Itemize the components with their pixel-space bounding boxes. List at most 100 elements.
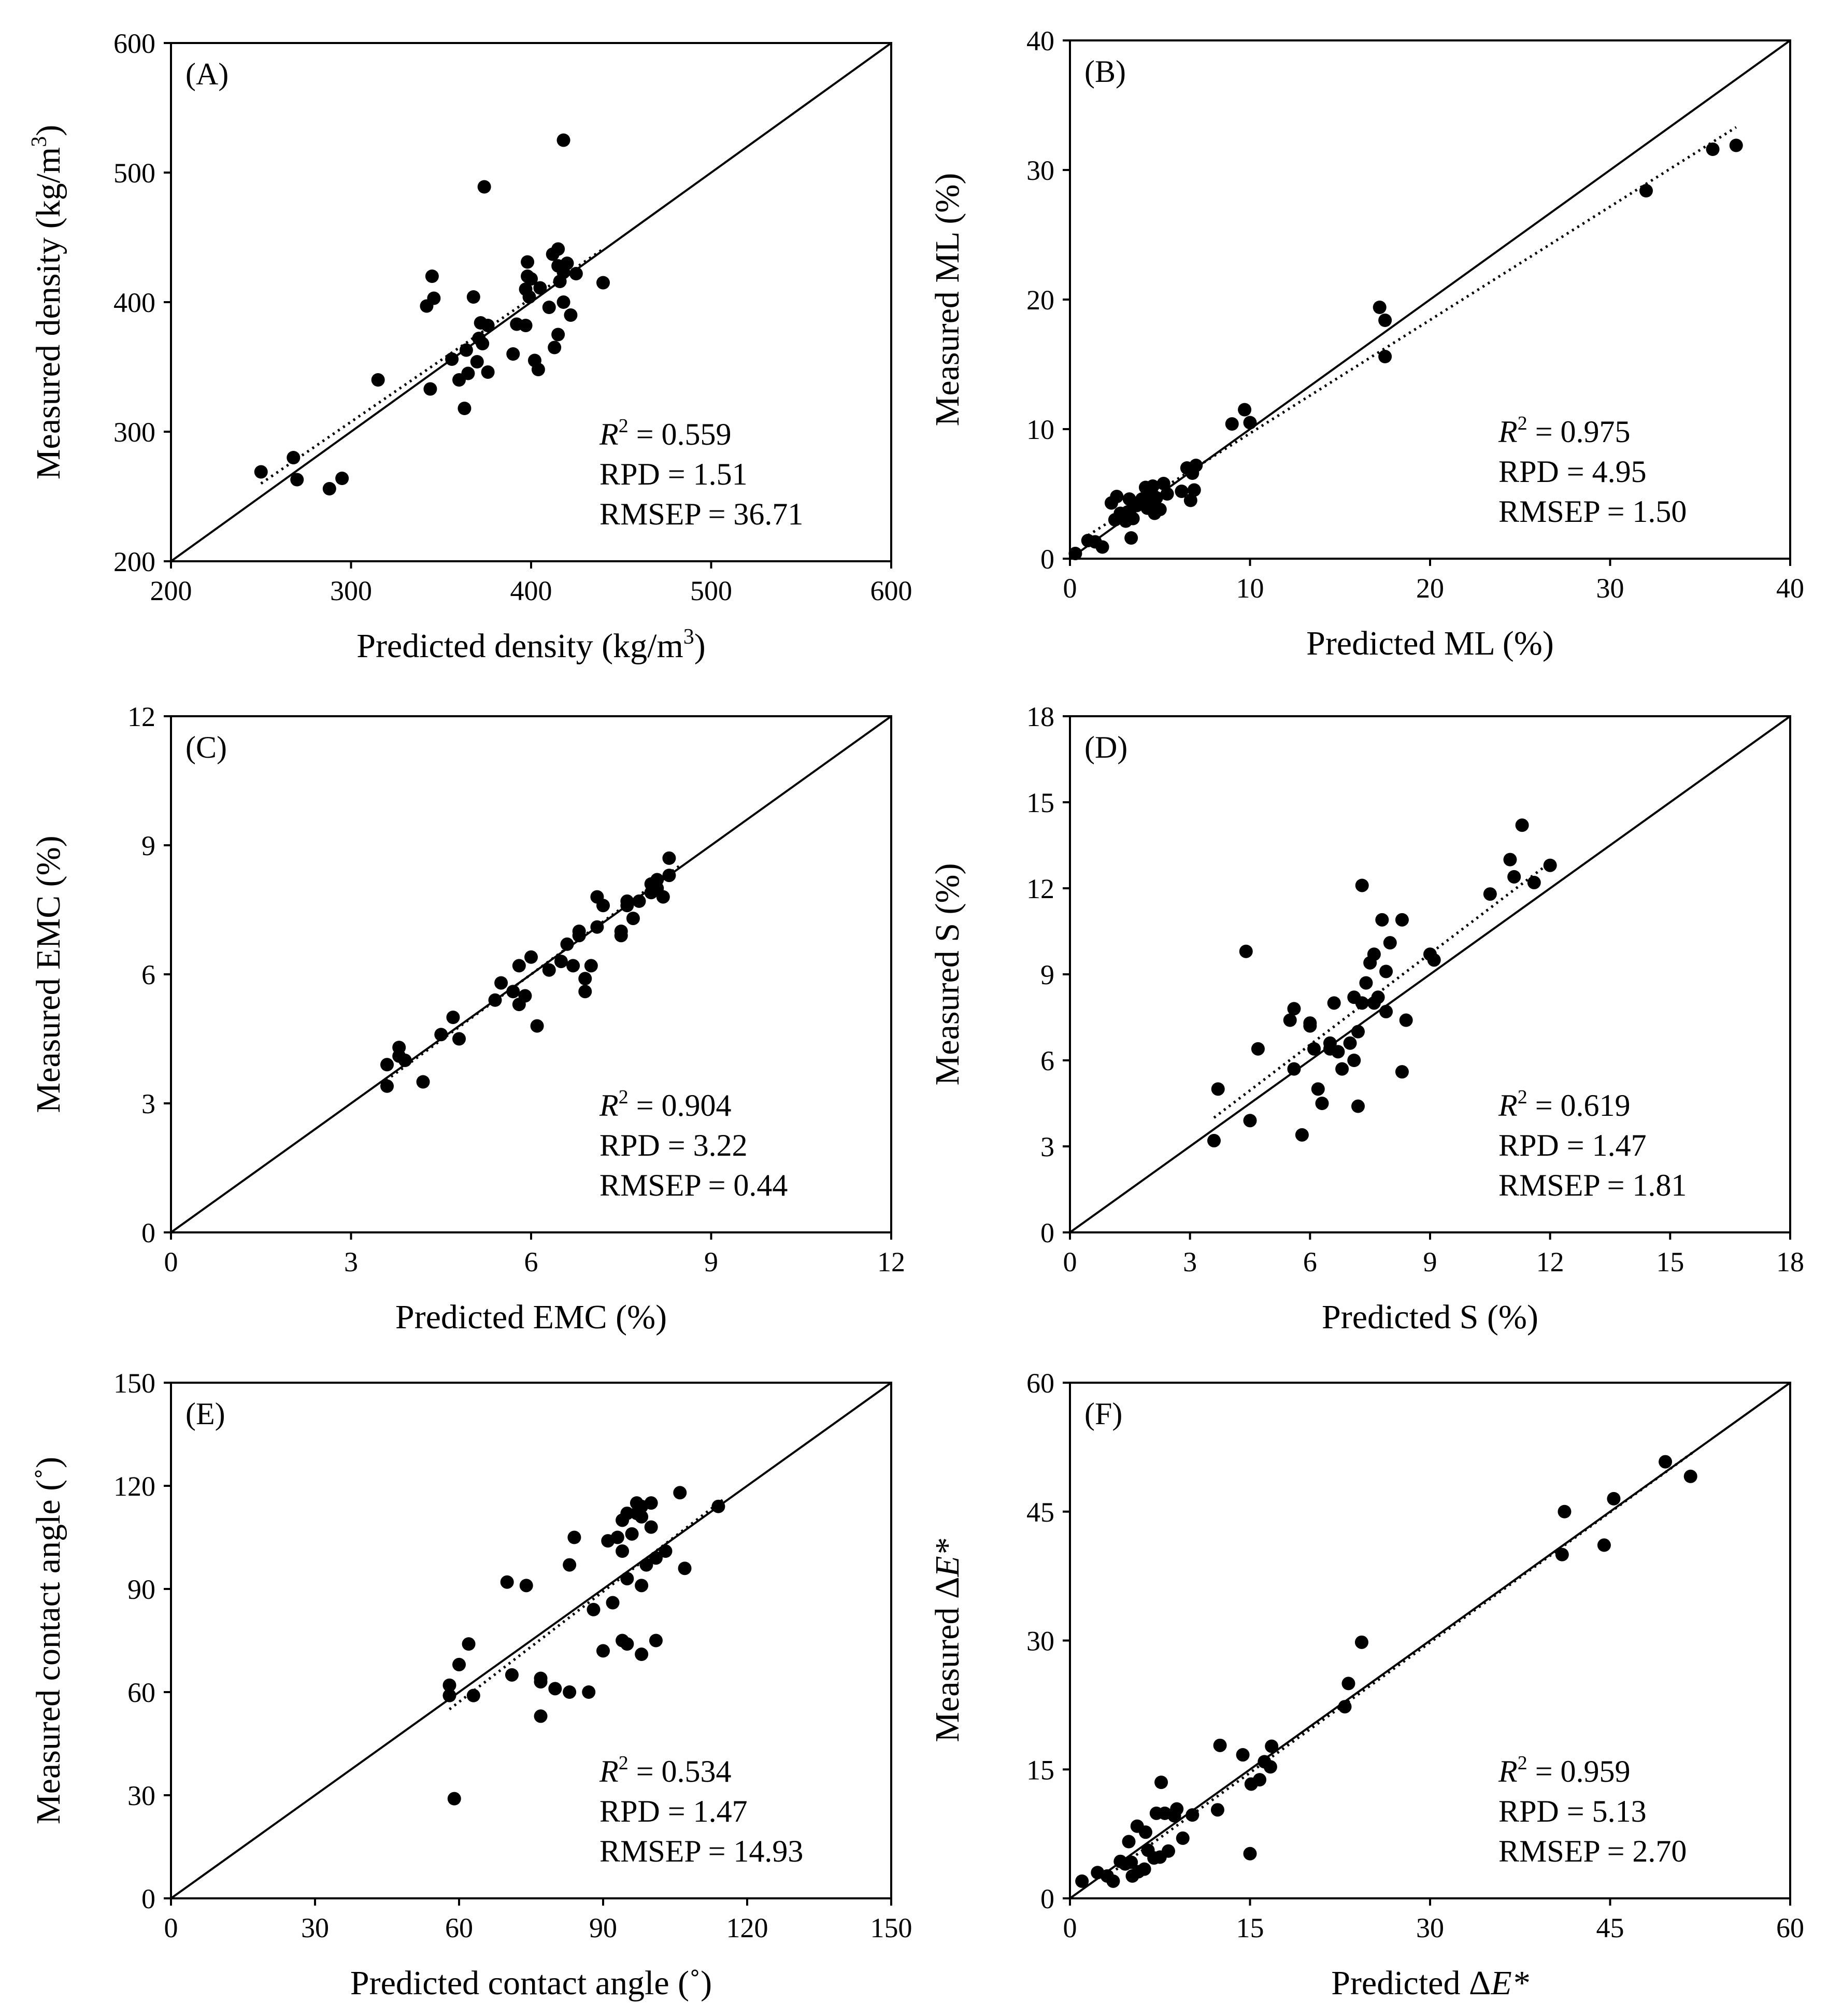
regression-line <box>448 1498 724 1711</box>
data-point <box>1186 1808 1199 1822</box>
data-point <box>1335 1062 1349 1076</box>
x-tick-label: 400 <box>510 575 552 606</box>
stat-rpd: RPD = 3.22 <box>599 1128 748 1162</box>
y-tick-label: 40 <box>1026 25 1054 56</box>
data-point <box>1210 1803 1224 1817</box>
y-tick-label: 12 <box>1026 873 1054 904</box>
stat-rpd: RPD = 1.47 <box>1498 1128 1647 1162</box>
data-point <box>1287 1002 1301 1016</box>
data-point <box>1187 483 1201 497</box>
y-tick-label: 6 <box>141 959 155 990</box>
y-tick-label: 500 <box>113 158 155 189</box>
data-point <box>1106 1874 1120 1888</box>
data-point <box>1395 913 1409 927</box>
data-point <box>1287 1062 1301 1076</box>
data-point <box>1075 1874 1089 1888</box>
data-point <box>445 352 459 366</box>
data-point <box>1154 1776 1168 1790</box>
data-point <box>542 301 556 314</box>
x-tick-label: 0 <box>164 1246 178 1277</box>
y-tick-label: 3 <box>1040 1131 1054 1162</box>
data-point <box>1238 403 1252 417</box>
data-point <box>635 1648 649 1662</box>
data-point <box>639 1558 653 1572</box>
data-point <box>398 1054 412 1067</box>
y-tick-label: 60 <box>1026 1368 1054 1399</box>
data-point <box>551 242 565 256</box>
data-point <box>1371 990 1385 1004</box>
x-tick-label: 30 <box>301 1912 329 1943</box>
y-tick-label: 0 <box>1040 1217 1054 1248</box>
data-point <box>620 1572 634 1586</box>
x-tick-label: 0 <box>1063 573 1077 604</box>
data-point <box>1375 913 1389 927</box>
data-point <box>578 972 592 986</box>
panel-label: (C) <box>185 730 227 764</box>
x-tick-label: 18 <box>1776 1246 1804 1277</box>
data-point <box>524 950 538 964</box>
data-point <box>1243 1847 1257 1861</box>
data-point <box>1597 1538 1611 1552</box>
x-tick-label: 0 <box>164 1912 178 1943</box>
data-point <box>458 402 472 415</box>
data-point <box>1543 858 1557 872</box>
chart-panel: 0 3 6 9 12 0 3 6 9 12 (C) R2 = 0.904 RPD = 3.22 RMSEP… <box>30 701 905 1336</box>
data-point <box>1378 350 1392 363</box>
x-tick-label: 20 <box>1416 573 1444 604</box>
panel-label: (B) <box>1084 54 1126 89</box>
data-point <box>466 1688 480 1702</box>
data-point <box>287 451 301 464</box>
chart-panel: 0 3 6 9 12 15 18 0 3 6 9 12 15 18 (D) R2 = 0.619 RPD = 1… <box>929 701 1804 1336</box>
data-point <box>1251 1042 1265 1056</box>
x-tick-label: 15 <box>1656 1246 1684 1277</box>
data-point <box>1236 1748 1250 1762</box>
panel-label: (E) <box>185 1397 225 1431</box>
data-point <box>470 355 484 368</box>
y-tick-label: 400 <box>113 287 155 318</box>
data-point <box>447 1792 461 1806</box>
x-tick-label: 6 <box>1303 1246 1317 1277</box>
data-point <box>551 328 565 342</box>
data-point <box>587 1602 601 1616</box>
data-point <box>1367 947 1381 961</box>
x-tick-label: 500 <box>690 575 732 606</box>
stat-r2: R2 = 0.559 <box>599 415 732 451</box>
data-point <box>1068 547 1082 560</box>
data-point <box>476 337 490 350</box>
data-point <box>620 1637 634 1651</box>
y-tick-label: 10 <box>1026 414 1054 445</box>
x-tick-label: 300 <box>330 575 372 606</box>
data-point <box>1137 1862 1151 1876</box>
data-point <box>506 985 520 999</box>
data-point <box>659 1544 673 1558</box>
data-point <box>481 365 495 379</box>
data-point <box>380 1058 394 1072</box>
data-point <box>522 290 536 304</box>
data-point <box>596 276 610 290</box>
data-point <box>534 1709 548 1723</box>
y-tick-label: 20 <box>1026 285 1054 316</box>
data-point <box>564 308 578 322</box>
data-point <box>488 993 502 1007</box>
y-tick-label: 30 <box>1026 155 1054 186</box>
data-point <box>596 1644 610 1658</box>
data-point <box>452 1657 466 1671</box>
data-point <box>566 959 580 973</box>
data-point <box>626 912 640 926</box>
chart-panel: 200 300 400 500 600 200 300 400 500 600 (A) R2 = 0.… <box>27 28 912 665</box>
data-point <box>548 1682 562 1696</box>
y-tick-label: 15 <box>1026 787 1054 818</box>
y-tick-label: 60 <box>127 1677 155 1708</box>
data-point <box>459 343 473 357</box>
data-point <box>1659 1455 1673 1469</box>
stat-rpd: RPD = 1.47 <box>599 1794 748 1828</box>
data-point <box>1175 485 1189 498</box>
regression-line <box>1213 861 1551 1119</box>
data-point <box>649 1551 663 1565</box>
data-point <box>711 1499 725 1513</box>
data-point <box>1343 1036 1357 1050</box>
data-point <box>1639 184 1653 197</box>
panel-label: (A) <box>185 57 228 91</box>
data-point <box>531 363 545 376</box>
x-axis-label: Predicted density (kg/m3) <box>356 625 706 665</box>
